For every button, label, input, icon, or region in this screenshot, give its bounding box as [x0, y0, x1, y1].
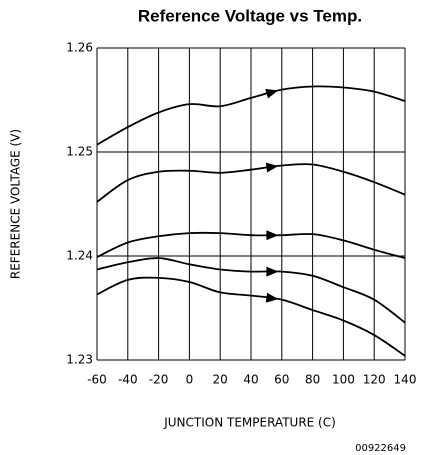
arrowhead — [266, 230, 279, 241]
arrowhead — [265, 88, 279, 99]
y-tick-label: 1.26 — [66, 41, 93, 55]
x-tick-label: -20 — [149, 373, 169, 387]
x-tick-label: -40 — [118, 373, 138, 387]
arrowhead — [265, 162, 279, 173]
y-tick-label: 1.25 — [66, 145, 93, 159]
curve — [96, 276, 406, 357]
curve — [96, 85, 406, 146]
curve — [96, 257, 406, 324]
x-tick-label: -60 — [87, 373, 107, 387]
x-tick-label: 60 — [274, 373, 289, 387]
arrowhead — [265, 292, 279, 303]
x-tick-label: 80 — [305, 373, 320, 387]
x-tick-label: 120 — [363, 373, 386, 387]
curve — [96, 231, 406, 259]
curve — [96, 163, 406, 203]
x-tick-label: 0 — [186, 373, 194, 387]
x-axis-label: JUNCTION TEMPERATURE (C) — [163, 416, 336, 430]
x-tick-label: 20 — [213, 373, 228, 387]
chart-title: Reference Voltage vs Temp. — [138, 6, 362, 25]
footnote: 00922649 — [355, 443, 406, 454]
x-tick-label: 40 — [243, 373, 258, 387]
x-tick-label: 100 — [332, 373, 355, 387]
y-tick-label: 1.24 — [66, 249, 93, 263]
x-tick-label: 140 — [394, 373, 417, 387]
y-tick-label: 1.23 — [66, 353, 93, 367]
arrowhead — [266, 266, 279, 277]
y-axis-label: REFERENCE VOLTAGE (V) — [9, 129, 23, 279]
